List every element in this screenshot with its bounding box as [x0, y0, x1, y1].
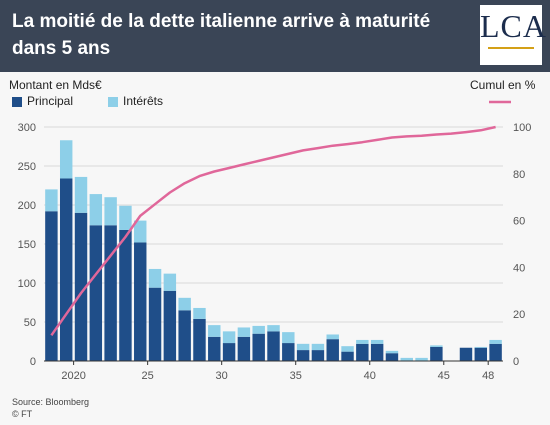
bar-principal	[237, 336, 251, 361]
bar-interets	[222, 331, 236, 344]
legend-label-interets: Intérêts	[123, 94, 164, 108]
bar-interets	[356, 339, 369, 344]
y-left-tick-label: 0	[30, 356, 36, 368]
bar-interets	[74, 176, 88, 213]
chart-area: 0 50 100 150 200 250 300 0 20 40 60 80 100 2020 25 30 35…	[0, 72, 550, 425]
bar-interets	[341, 346, 354, 352]
y-left-tick-label: 50	[24, 317, 36, 329]
legend-line-cumul	[489, 100, 511, 104]
y-left-axis-label: Montant en Mds€	[9, 78, 102, 92]
bar-principal	[385, 353, 399, 361]
bar-principal	[59, 178, 73, 361]
bar-interets	[59, 140, 73, 179]
bar-interets	[252, 325, 265, 334]
bar-principal	[148, 287, 162, 361]
bar-principal	[267, 331, 280, 361]
bar-interets	[282, 332, 295, 344]
bar-principal	[370, 343, 384, 361]
y-right-tick-label: 80	[513, 169, 525, 181]
bar-interets	[474, 346, 488, 348]
bar-interets	[89, 194, 103, 226]
legend-swatch-interets	[108, 97, 118, 107]
bar-principal	[45, 211, 58, 361]
x-tick-label: 25	[142, 370, 154, 382]
bar-principal	[474, 347, 488, 361]
y-left-tick-label: 100	[18, 278, 36, 290]
bar-principal	[104, 225, 117, 361]
y-right-tick-label: 100	[513, 122, 531, 134]
y-right-tick-label: 40	[513, 262, 525, 274]
bar-interets	[208, 325, 221, 337]
bar-principal	[282, 343, 295, 361]
bar-principal	[193, 318, 206, 361]
y-right-tick-label: 60	[513, 216, 525, 228]
bar-principal	[89, 225, 103, 361]
bar-interets	[400, 357, 413, 361]
y-left-tick-label: 200	[18, 200, 36, 212]
bar-interets	[119, 205, 132, 230]
x-tick-label: 2020	[61, 370, 85, 382]
ft-credit: © FT	[12, 409, 33, 419]
bar-principal	[74, 212, 88, 361]
bar-interets	[326, 334, 339, 340]
lca-logo: LCA	[480, 5, 547, 65]
bar-principal	[311, 350, 325, 361]
bar-principal	[222, 343, 236, 361]
x-tick-label: 45	[438, 370, 450, 382]
bar-interets	[104, 197, 117, 226]
source-note: Source: Bloomberg	[12, 397, 90, 407]
bar-principal	[326, 339, 339, 361]
bar-interets	[163, 273, 177, 291]
bar-interets	[193, 307, 206, 319]
bar-principal	[208, 336, 221, 361]
bar-principal	[459, 347, 473, 361]
bar-principal	[119, 229, 132, 361]
title-banner: La moitié de la dette italienne arrive à…	[0, 0, 550, 72]
y-left-tick-label: 150	[18, 239, 36, 251]
bar-interets	[415, 357, 428, 361]
y-left-tick-label: 300	[18, 122, 36, 134]
bar-principal	[134, 242, 147, 361]
bar-principal	[489, 343, 502, 361]
bar-interets	[311, 343, 325, 351]
bar-interets	[148, 268, 162, 288]
legend-label-principal: Principal	[27, 94, 74, 108]
chart-title: La moitié de la dette italienne arrive à…	[12, 11, 431, 59]
bar-interets	[45, 189, 58, 212]
y-right-tick-label: 20	[513, 309, 525, 321]
bar-principal	[163, 290, 177, 361]
legend-swatch-principal	[12, 97, 22, 107]
cumul-line	[50, 125, 496, 337]
logo-underline	[488, 47, 534, 49]
bar-interets	[296, 343, 310, 351]
bar-interets	[267, 325, 280, 332]
bar-principal	[178, 310, 191, 361]
bar-interets	[178, 297, 191, 311]
bar-interets	[489, 339, 502, 344]
chart-svg: 0 50 100 150 200 250 300 0 20 40 60 80 100 2020 25 30 35…	[18, 122, 532, 382]
logo-text: LCA	[480, 8, 547, 44]
bar-interets	[370, 339, 384, 344]
x-tick-label: 35	[290, 370, 302, 382]
bar-principal	[252, 333, 265, 361]
x-tick-label: 40	[364, 370, 376, 382]
bar-interets	[430, 345, 443, 347]
y-left-tick-label: 250	[18, 161, 36, 173]
bar-principal	[296, 350, 310, 361]
bar-principal	[356, 343, 369, 361]
y-right-tick-label: 0	[513, 356, 519, 368]
bar-principal	[341, 351, 354, 361]
x-tick-label: 48	[482, 370, 494, 382]
x-tick-label: 30	[216, 370, 228, 382]
bar-interets	[237, 327, 251, 337]
bar-interets	[134, 220, 147, 243]
bar-interets	[385, 350, 399, 354]
y-right-axis-label: Cumul en %	[470, 78, 536, 92]
bar-principal	[430, 346, 443, 361]
